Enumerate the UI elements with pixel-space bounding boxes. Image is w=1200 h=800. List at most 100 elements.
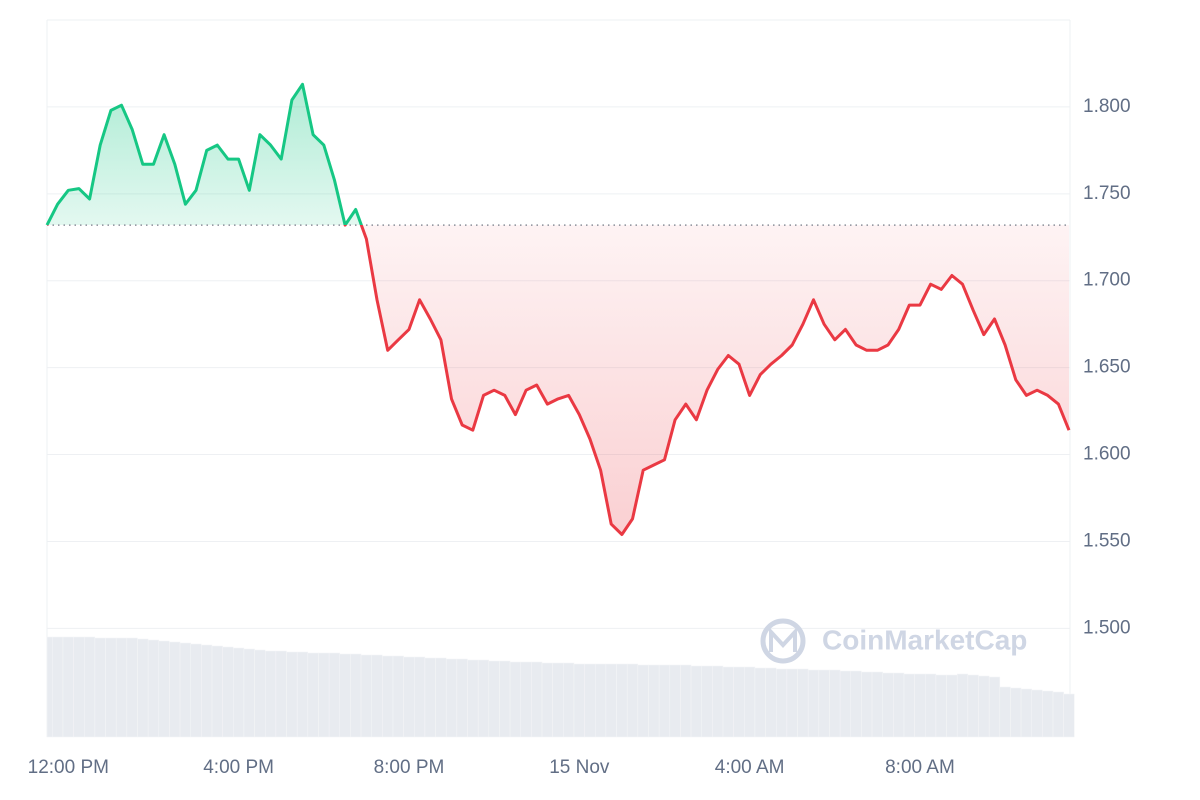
volume-bar [169, 641, 181, 738]
volume-bar [1052, 691, 1064, 738]
volume-bar [967, 674, 979, 738]
volume-bar [403, 656, 415, 738]
volume-bar [179, 642, 191, 738]
volume-bar [201, 644, 213, 738]
volume-bar [563, 662, 575, 738]
volume-bar [658, 664, 671, 738]
x-tick-label: 12:00 PM [28, 757, 109, 778]
volume-bar [339, 653, 351, 738]
volume-bar [701, 665, 713, 738]
volume-bar [744, 666, 756, 738]
volume-bar [264, 650, 277, 738]
volume-bar [126, 637, 138, 738]
price-line [45, 82, 1071, 536]
volume-bar [1031, 689, 1043, 738]
volume-bar [275, 650, 287, 738]
volume-bar [637, 664, 649, 738]
volume-bar [988, 676, 1001, 738]
x-tick-label: 4:00 AM [715, 757, 785, 778]
volume-bar [893, 672, 905, 738]
y-tick-label: 1.600 [1083, 444, 1131, 465]
volume-bar [1020, 688, 1032, 738]
x-tick-label: 8:00 PM [374, 757, 445, 778]
volume-bar [1042, 690, 1054, 738]
volume-bar [861, 671, 873, 738]
volume-bar [158, 640, 170, 738]
volume-bar [903, 673, 915, 738]
area [47, 84, 1069, 535]
volume-bar [680, 664, 692, 738]
volume-bar [818, 669, 830, 738]
volume-bar [520, 661, 532, 738]
volume-bar [414, 656, 426, 738]
y-tick-label: 1.800 [1083, 96, 1131, 117]
volume-bar [754, 667, 766, 738]
watermark-logo [760, 618, 806, 664]
volume-bar [360, 654, 372, 738]
volume-bar [871, 671, 883, 738]
volume-bar [648, 664, 660, 738]
volume-bar [914, 673, 926, 738]
volume-bar [690, 665, 702, 738]
volume-bar [318, 652, 330, 738]
volume-bar [531, 661, 543, 738]
volume-bar [882, 672, 894, 738]
volume-bar [1010, 687, 1022, 738]
y-tick-label: 1.500 [1083, 617, 1131, 638]
volume-bar [424, 657, 436, 738]
volume-bar [84, 636, 96, 738]
volume-bar [956, 673, 969, 738]
volume-bar [286, 651, 298, 738]
volume-bar [296, 651, 309, 738]
volume-bar [254, 649, 266, 738]
y-tick-label: 1.700 [1083, 270, 1131, 291]
volume-bar [765, 667, 777, 738]
volume-bar [233, 647, 245, 738]
watermark: CoinMarketCap [760, 618, 1027, 664]
volume-bar [722, 666, 734, 738]
volume-bar [307, 652, 319, 738]
volume-bar [46, 636, 53, 738]
volume-bar [488, 660, 500, 738]
volume-bar [595, 663, 607, 738]
volume-bar [807, 669, 820, 738]
volume-bar [935, 674, 947, 738]
volume-bar [839, 670, 852, 738]
volume-bar [62, 636, 74, 738]
volume-bar [925, 673, 937, 738]
volume-bar [573, 663, 585, 738]
x-tick-label: 8:00 AM [885, 757, 955, 778]
volume-bar [999, 686, 1011, 738]
volume-bar [350, 653, 362, 738]
volume-bar [392, 655, 404, 738]
x-tick-label: 15 Nov [549, 757, 610, 778]
volume-bar [477, 659, 490, 738]
volume-bar [850, 670, 862, 738]
volume-bar [445, 658, 458, 738]
volume-bar [105, 637, 117, 738]
volume-bar [733, 666, 745, 738]
watermark-text: CoinMarketCap [822, 624, 1027, 655]
volume-bar [669, 664, 681, 738]
y-tick-label: 1.650 [1083, 357, 1131, 378]
x-tick-label: 4:00 PM [203, 757, 274, 778]
y-tick-label: 1.550 [1083, 530, 1131, 551]
volume-bar [584, 663, 596, 738]
volume-bar [382, 655, 394, 738]
volume-bar [978, 675, 990, 738]
volume-bar [712, 665, 724, 738]
volume-bar [456, 658, 468, 738]
volume-bar [616, 663, 628, 738]
volume-bar [115, 637, 128, 738]
volume-bar [328, 652, 341, 738]
volume-bar [147, 639, 160, 738]
y-tick-label: 1.750 [1083, 183, 1131, 204]
volume-bar [946, 674, 958, 738]
volume-bar [435, 657, 447, 738]
volume-bar [552, 662, 564, 738]
volume-bar [137, 638, 149, 738]
volume-bar [509, 661, 521, 738]
volume-bar [626, 663, 639, 738]
volume-bar [775, 668, 788, 738]
